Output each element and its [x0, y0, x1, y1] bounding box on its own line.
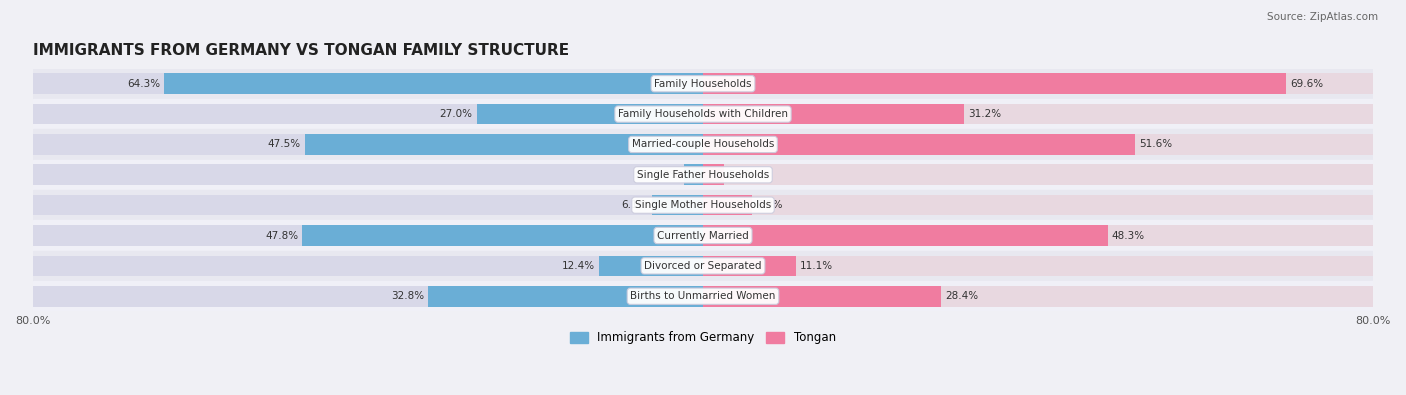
Text: 51.6%: 51.6%	[1139, 139, 1173, 149]
Bar	[32, 99, 1374, 129]
Bar	[703, 104, 1374, 124]
Text: Source: ZipAtlas.com: Source: ZipAtlas.com	[1267, 12, 1378, 22]
Text: Single Father Households: Single Father Households	[637, 170, 769, 180]
Bar	[703, 73, 1374, 94]
Text: 11.1%: 11.1%	[800, 261, 834, 271]
Bar	[599, 256, 703, 276]
Bar	[32, 104, 703, 124]
Bar	[703, 104, 965, 124]
Bar	[32, 129, 1374, 160]
Bar	[477, 104, 703, 124]
Bar	[703, 286, 941, 307]
Text: Family Households: Family Households	[654, 79, 752, 89]
Text: 48.3%: 48.3%	[1112, 231, 1144, 241]
Bar	[703, 225, 1108, 246]
Text: Currently Married: Currently Married	[657, 231, 749, 241]
Bar	[32, 190, 1374, 220]
Bar	[703, 225, 1374, 246]
Bar	[703, 256, 796, 276]
Bar	[703, 134, 1374, 155]
Text: Family Households with Children: Family Households with Children	[619, 109, 787, 119]
Text: 47.8%: 47.8%	[266, 231, 298, 241]
Text: Births to Unmarried Women: Births to Unmarried Women	[630, 291, 776, 301]
Bar	[32, 69, 1374, 99]
Bar	[32, 160, 1374, 190]
Bar	[32, 69, 1374, 99]
Bar	[32, 129, 1374, 160]
Bar	[32, 220, 1374, 251]
Text: 47.5%: 47.5%	[267, 139, 301, 149]
Bar	[32, 164, 703, 185]
Text: 69.6%: 69.6%	[1291, 79, 1323, 89]
Bar	[32, 99, 1374, 129]
Bar	[165, 73, 703, 94]
Bar	[652, 195, 703, 216]
Bar	[32, 286, 703, 307]
Bar	[32, 134, 703, 155]
Bar	[703, 195, 752, 216]
Legend: Immigrants from Germany, Tongan: Immigrants from Germany, Tongan	[565, 327, 841, 349]
Text: 31.2%: 31.2%	[969, 109, 1001, 119]
Bar	[703, 286, 1374, 307]
Bar	[703, 164, 724, 185]
Bar	[32, 160, 1374, 190]
Bar	[703, 256, 1374, 276]
Text: 2.5%: 2.5%	[728, 170, 755, 180]
Bar	[32, 256, 703, 276]
Text: 12.4%: 12.4%	[562, 261, 595, 271]
Text: Married-couple Households: Married-couple Households	[631, 139, 775, 149]
Bar	[32, 225, 703, 246]
Bar	[703, 195, 1374, 216]
Text: 28.4%: 28.4%	[945, 291, 979, 301]
Bar	[32, 281, 1374, 311]
Bar	[703, 134, 1136, 155]
Bar	[32, 73, 703, 94]
Bar	[32, 190, 1374, 220]
Text: 64.3%: 64.3%	[127, 79, 160, 89]
Bar	[32, 195, 703, 216]
Bar	[32, 251, 1374, 281]
Bar	[703, 73, 1286, 94]
Bar	[703, 164, 1374, 185]
Text: Divorced or Separated: Divorced or Separated	[644, 261, 762, 271]
Text: Single Mother Households: Single Mother Households	[636, 200, 770, 210]
Bar	[429, 286, 703, 307]
Bar	[32, 220, 1374, 251]
Text: IMMIGRANTS FROM GERMANY VS TONGAN FAMILY STRUCTURE: IMMIGRANTS FROM GERMANY VS TONGAN FAMILY…	[32, 43, 569, 58]
Bar	[32, 281, 1374, 311]
Text: 27.0%: 27.0%	[440, 109, 472, 119]
Text: 5.8%: 5.8%	[756, 200, 782, 210]
Text: 6.1%: 6.1%	[621, 200, 648, 210]
Bar	[302, 225, 703, 246]
Bar	[305, 134, 703, 155]
Bar	[683, 164, 703, 185]
Bar	[32, 251, 1374, 281]
Text: 2.3%: 2.3%	[652, 170, 679, 180]
Text: 32.8%: 32.8%	[391, 291, 425, 301]
